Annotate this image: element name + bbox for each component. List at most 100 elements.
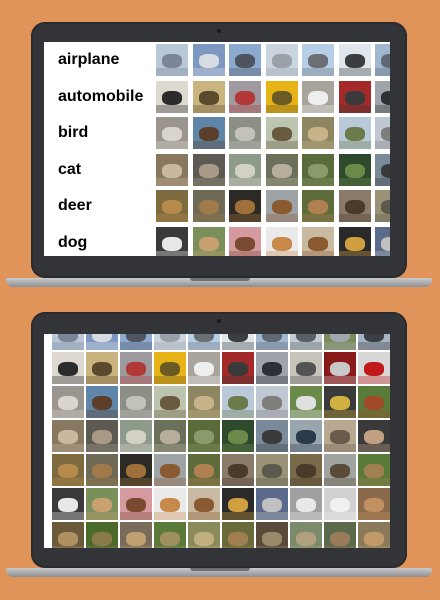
image-thumbnail-frog: [324, 522, 356, 548]
image-thumbnail-bird: [156, 117, 188, 149]
image-thumbnail-automobile: [154, 352, 186, 384]
image-thumbnail-deer: [265, 190, 298, 222]
image-thumbnail-deer: [358, 454, 390, 486]
webcam: [217, 319, 221, 323]
image-thumbnail-airplane: [192, 44, 225, 76]
image-thumbnail-bird: [192, 117, 225, 149]
image-thumbnail-bird: [188, 386, 220, 418]
image-thumbnail-deer: [229, 190, 261, 222]
image-thumbnail-frog: [256, 522, 288, 548]
image-thumbnail-automobile: [324, 352, 356, 384]
image-thumbnail-airplane: [375, 44, 390, 76]
image-thumbnail-cat: [324, 420, 356, 452]
image-thumbnail-automobile: [302, 80, 334, 113]
image-thumbnail-automobile: [256, 352, 288, 384]
image-thumbnail-dog: [229, 226, 261, 256]
image-thumbnail-automobile: [188, 352, 220, 384]
image-thumbnail-bird: [256, 386, 288, 418]
image-thumbnail-automobile: [290, 352, 322, 384]
image-thumbnail-deer: [156, 190, 188, 222]
image-thumbnail-bird: [302, 117, 334, 149]
image-thumbnail-airplane: [256, 334, 288, 350]
image-thumbnail-bird: [222, 386, 254, 418]
image-thumbnail-dog: [302, 226, 334, 256]
image-thumbnail-frog: [86, 522, 118, 548]
image-thumbnail-automobile: [86, 352, 118, 384]
class-label-airplane: airplane: [58, 51, 120, 68]
image-thumbnail-airplane: [52, 334, 84, 350]
image-thumbnail-bird: [375, 117, 390, 149]
image-thumbnail-airplane: [229, 44, 261, 76]
image-thumbnail-dog: [188, 488, 220, 520]
image-thumbnail-airplane: [290, 334, 322, 350]
image-thumbnail-deer: [222, 454, 254, 486]
image-thumbnail-dog: [192, 226, 225, 256]
image-thumbnail-dog: [265, 226, 298, 256]
image-thumbnail-cat: [86, 420, 118, 452]
image-thumbnail-cat: [302, 153, 334, 186]
laptop-notch: [190, 568, 250, 571]
image-thumbnail-frog: [290, 522, 322, 548]
image-thumbnail-automobile: [265, 80, 298, 113]
class-label-deer: deer: [58, 197, 92, 214]
top-laptop: airplane automobile bird cat deer dog: [6, 22, 432, 287]
image-thumbnail-automobile: [192, 80, 225, 113]
image-thumbnail-cat: [188, 420, 220, 452]
image-thumbnail-dog: [338, 226, 371, 256]
image-thumbnail-automobile: [375, 80, 390, 113]
image-thumbnail-deer: [52, 454, 84, 486]
image-thumbnail-cat: [358, 420, 390, 452]
image-thumbnail-airplane: [338, 44, 371, 76]
image-thumbnail-deer: [338, 190, 371, 222]
image-thumbnail-airplane: [154, 334, 186, 350]
image-thumbnail-airplane: [222, 334, 254, 350]
image-thumbnail-bird: [290, 386, 322, 418]
image-thumbnail-cat: [290, 420, 322, 452]
image-thumbnail-bird: [324, 386, 356, 418]
image-thumbnail-deer: [290, 454, 322, 486]
image-thumbnail-airplane: [358, 334, 390, 350]
image-thumbnail-cat: [154, 420, 186, 452]
image-thumbnail-dog: [290, 488, 322, 520]
image-thumbnail-deer: [375, 190, 390, 222]
image-thumbnail-cat: [375, 153, 390, 186]
class-label-dog: dog: [58, 233, 88, 251]
laptop-screen: [44, 334, 390, 548]
image-thumbnail-cat: [222, 420, 254, 452]
image-thumbnail-airplane: [156, 44, 188, 76]
image-thumbnail-frog: [188, 522, 220, 548]
image-thumbnail-airplane: [265, 44, 298, 76]
image-thumbnail-bird: [265, 117, 298, 149]
image-thumbnail-bird: [154, 386, 186, 418]
image-thumbnail-bird: [52, 386, 84, 418]
image-thumbnail-dog: [358, 488, 390, 520]
class-label-automobile: automobile: [58, 87, 144, 105]
image-thumbnail-dog: [86, 488, 118, 520]
image-thumbnail-dog: [222, 488, 254, 520]
image-thumbnail-automobile: [52, 352, 84, 384]
image-thumbnail-deer: [120, 454, 152, 486]
image-thumbnail-cat: [338, 153, 371, 186]
image-thumbnail-cat: [256, 420, 288, 452]
image-thumbnail-bird: [86, 386, 118, 418]
image-thumbnail-airplane: [120, 334, 152, 350]
image-thumbnail-cat: [120, 420, 152, 452]
image-thumbnail-frog: [120, 522, 152, 548]
image-thumbnail-airplane: [86, 334, 118, 350]
image-thumbnail-deer: [192, 190, 225, 222]
image-thumbnail-bird: [120, 386, 152, 418]
image-thumbnail-frog: [222, 522, 254, 548]
image-thumbnail-bird: [229, 117, 261, 149]
laptop-base: [6, 568, 432, 577]
image-thumbnail-automobile: [156, 80, 188, 113]
image-thumbnail-deer: [256, 454, 288, 486]
image-thumbnail-dog: [120, 488, 152, 520]
image-thumbnail-automobile: [229, 80, 261, 113]
image-thumbnail-dog: [375, 226, 390, 256]
image-thumbnail-deer: [154, 454, 186, 486]
image-thumbnail-cat: [229, 153, 261, 186]
image-thumbnail-dog: [256, 488, 288, 520]
image-thumbnail-deer: [86, 454, 118, 486]
image-thumbnail-frog: [358, 522, 390, 548]
image-thumbnail-bird: [338, 117, 371, 149]
